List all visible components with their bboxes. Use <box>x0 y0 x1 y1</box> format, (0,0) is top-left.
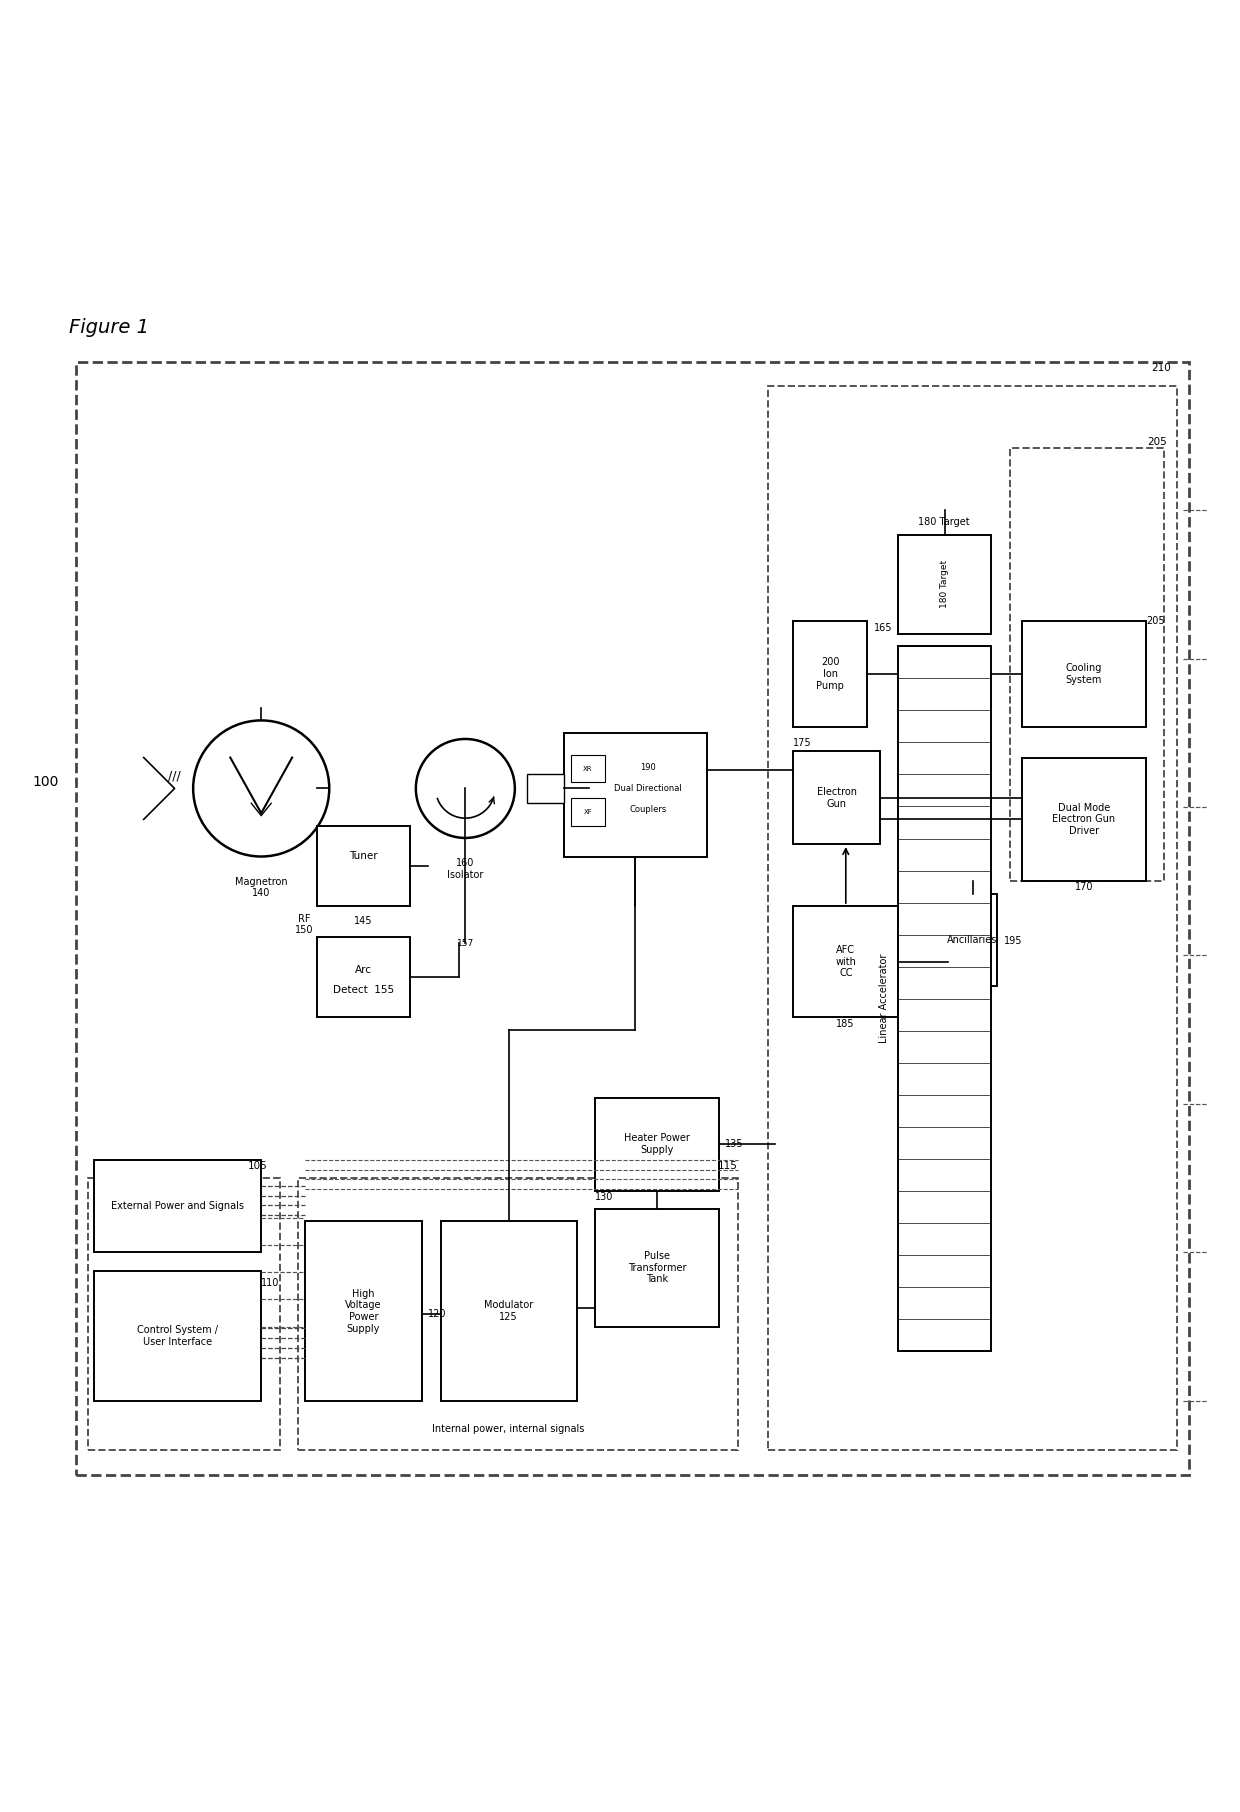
Text: High
Voltage
Power
Supply: High Voltage Power Supply <box>345 1288 382 1334</box>
Bar <box>1022 757 1146 881</box>
Bar <box>1022 622 1146 727</box>
Bar <box>305 1221 422 1401</box>
Text: Linear Accelerator: Linear Accelerator <box>878 955 889 1044</box>
Text: 130: 130 <box>595 1192 614 1201</box>
Bar <box>570 799 605 826</box>
Bar <box>898 535 991 634</box>
Text: 205: 205 <box>1146 616 1164 627</box>
Text: XF: XF <box>584 808 593 815</box>
Text: 145: 145 <box>355 915 372 926</box>
Bar <box>794 752 880 844</box>
Text: 175: 175 <box>794 737 812 748</box>
Text: Pulse
Transformer
Tank: Pulse Transformer Tank <box>627 1252 687 1285</box>
Bar <box>527 774 564 803</box>
Bar <box>1009 448 1164 881</box>
Text: RF
150: RF 150 <box>295 913 314 935</box>
Bar <box>898 647 991 1352</box>
Bar <box>299 1178 738 1450</box>
Text: Heater Power
Supply: Heater Power Supply <box>624 1132 689 1154</box>
Bar <box>317 937 409 1017</box>
Bar <box>947 893 997 986</box>
Text: 205: 205 <box>1147 437 1167 448</box>
Bar <box>88 1178 280 1450</box>
Bar <box>595 1098 719 1190</box>
Bar <box>595 1209 719 1326</box>
Bar <box>440 1221 577 1401</box>
Text: Internal power, internal signals: Internal power, internal signals <box>433 1424 585 1435</box>
Text: Magnetron
140: Magnetron 140 <box>234 877 288 899</box>
Text: 190: 190 <box>640 763 656 772</box>
Text: ///: /// <box>169 770 181 783</box>
Text: Cooling
System: Cooling System <box>1065 663 1102 685</box>
Text: Dual Mode
Electron Gun
Driver: Dual Mode Electron Gun Driver <box>1053 803 1116 835</box>
Text: 185: 185 <box>836 1018 854 1029</box>
Text: 115: 115 <box>718 1161 738 1171</box>
Bar <box>794 622 868 727</box>
Text: 195: 195 <box>1003 935 1022 946</box>
Bar <box>317 826 409 906</box>
Bar <box>94 1160 262 1252</box>
Text: Couplers: Couplers <box>629 805 666 814</box>
Text: 200
Ion
Pump: 200 Ion Pump <box>816 658 844 690</box>
Bar <box>94 1270 262 1401</box>
Text: Control System /
User Interface: Control System / User Interface <box>138 1325 218 1346</box>
Text: 120: 120 <box>428 1310 446 1319</box>
Text: Arc: Arc <box>355 964 372 975</box>
Text: Modulator
125: Modulator 125 <box>484 1301 533 1323</box>
Text: 135: 135 <box>725 1138 744 1149</box>
Text: 160
Isolator: 160 Isolator <box>448 859 484 879</box>
Text: 157: 157 <box>456 939 474 948</box>
Text: 180 Target: 180 Target <box>919 518 970 527</box>
Bar <box>794 906 898 1017</box>
Text: Ancillaries: Ancillaries <box>947 935 998 946</box>
Text: Tuner: Tuner <box>348 852 378 861</box>
Text: 105: 105 <box>248 1161 268 1171</box>
Text: Electron
Gun: Electron Gun <box>816 786 857 808</box>
Text: Detect  155: Detect 155 <box>332 984 394 995</box>
Text: 100: 100 <box>32 776 58 790</box>
Text: 165: 165 <box>874 623 893 632</box>
Bar <box>570 756 605 783</box>
Text: AFC
with
CC: AFC with CC <box>836 946 857 978</box>
Text: 210: 210 <box>1151 362 1171 373</box>
Text: Figure 1: Figure 1 <box>69 319 150 337</box>
Bar <box>564 732 707 857</box>
Text: XR: XR <box>583 766 593 772</box>
Text: 170: 170 <box>1075 882 1094 893</box>
Bar <box>769 386 1177 1450</box>
Text: 180 Target: 180 Target <box>940 560 950 609</box>
Text: Dual Directional: Dual Directional <box>614 785 682 794</box>
Text: 110: 110 <box>262 1277 279 1288</box>
Text: External Power and Signals: External Power and Signals <box>112 1201 244 1210</box>
